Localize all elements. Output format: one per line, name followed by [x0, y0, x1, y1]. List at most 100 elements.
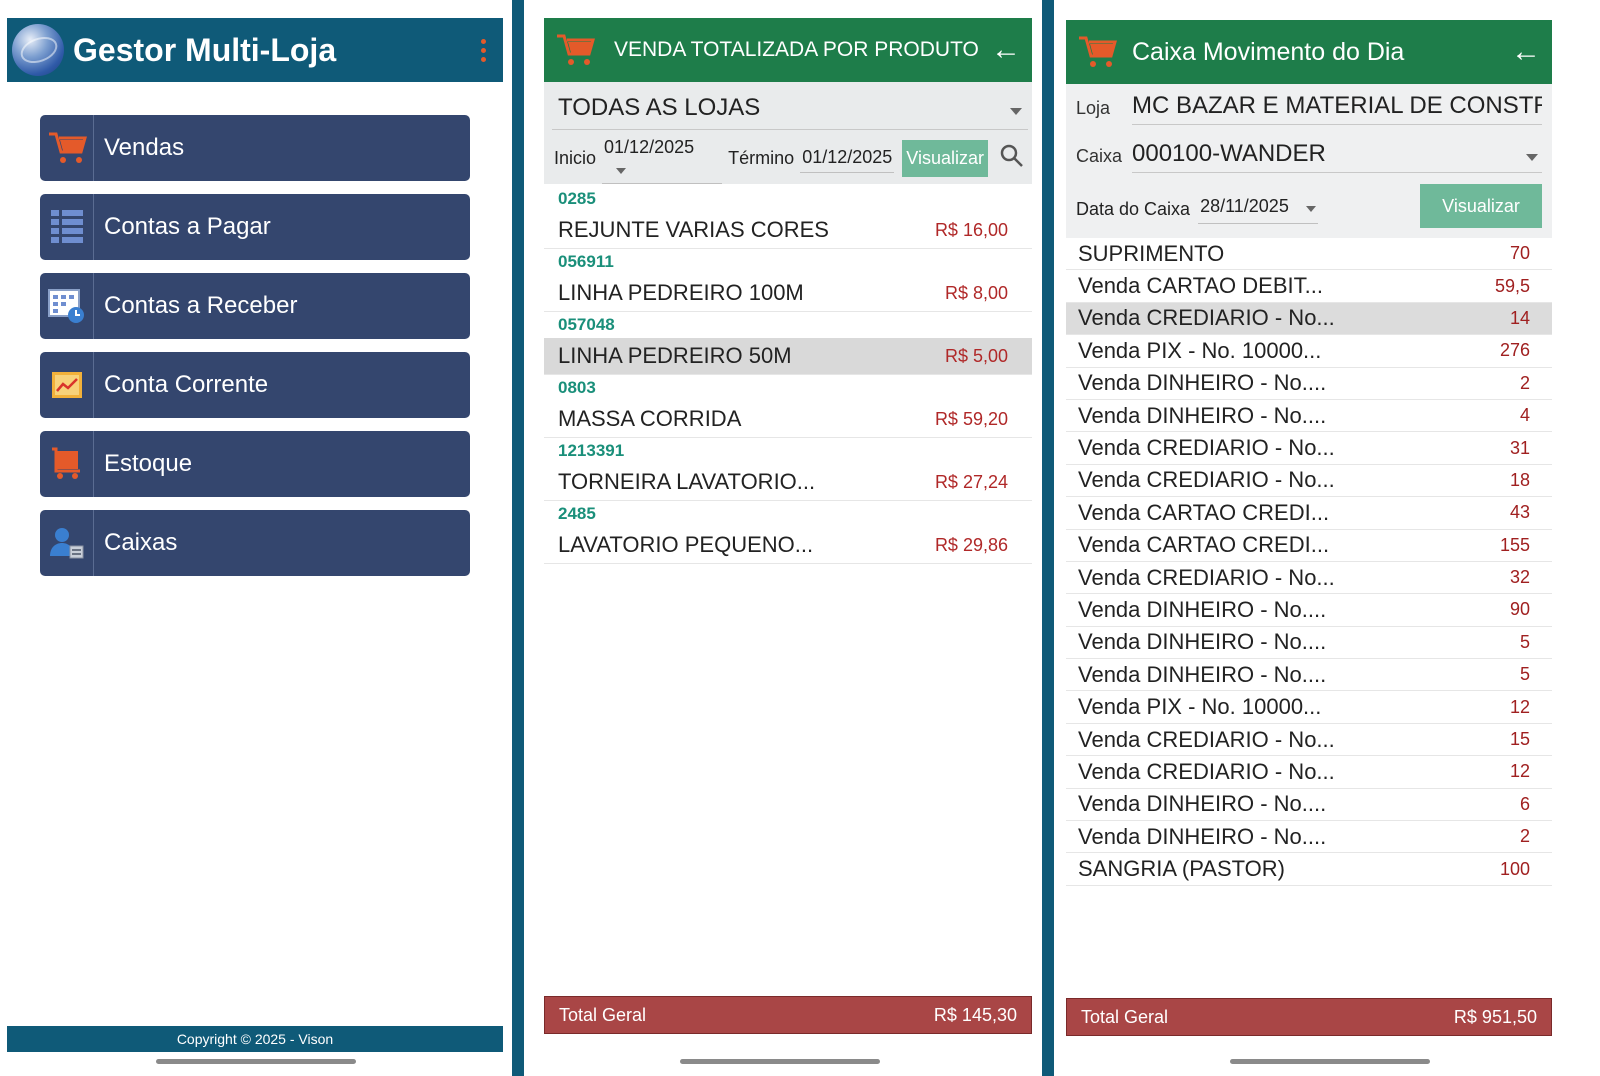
movement-row[interactable]: SANGRIA (PASTOR) 100 [1066, 853, 1552, 886]
more-menu-icon[interactable] [463, 38, 503, 62]
app-header: Gestor Multi-Loja [7, 18, 503, 82]
movement-row-selected[interactable]: Venda CREDIARIO - No... 14 [1066, 302, 1552, 336]
menu-button-contas-a-pagar[interactable]: Contas a Pagar [40, 194, 470, 260]
movement-name: Venda CARTAO DEBIT... [1078, 273, 1323, 299]
cashier-label: Caixa [1076, 146, 1123, 166]
product-row[interactable]: MASSA CORRIDA R$ 59,20 [544, 401, 1032, 438]
menu-button-caixas[interactable]: Caixas [40, 510, 470, 576]
date-field[interactable]: 28/11/2025 [1198, 194, 1318, 224]
menu-label: Vendas [104, 134, 185, 161]
movement-value: 43 [1509, 502, 1530, 523]
movement-value: 90 [1509, 599, 1530, 620]
movement-row[interactable]: Venda DINHEIRO - No.... 2 [1066, 821, 1552, 854]
menu-button-contas-a-receber[interactable]: Contas a Receber [40, 273, 470, 339]
total-value: R$ 951,50 [1453, 1006, 1537, 1027]
date-row: Data do Caixa 28/11/2025 [1076, 194, 1318, 224]
back-arrow-icon[interactable]: ← [991, 33, 1021, 66]
movement-row[interactable]: Venda CARTAO CREDI... 43 [1066, 497, 1552, 530]
movement-row[interactable]: Venda DINHEIRO - No.... 2 [1066, 368, 1552, 400]
cart-icon [544, 32, 606, 68]
end-label: Término [728, 147, 795, 168]
movement-value: 5 [1519, 631, 1530, 652]
movement-value: 15 [1509, 729, 1530, 750]
cashier-select[interactable]: 000100-WANDER [1132, 140, 1542, 173]
store-select-value: TODAS AS LOJAS [558, 94, 761, 121]
chevron-down-icon [616, 167, 627, 174]
movement-row[interactable]: Venda PIX - No. 10000... 12 [1066, 691, 1552, 724]
globe-logo-icon [7, 18, 69, 82]
product-row-selected[interactable]: LINHA PEDREIRO 50M R$ 5,00 [544, 338, 1032, 375]
movement-row[interactable]: Venda CREDIARIO - No... 32 [1066, 562, 1552, 595]
panel-divider [512, 0, 524, 1076]
movement-row[interactable]: Venda DINHEIRO - No.... 5 [1066, 627, 1552, 660]
product-name: LINHA PEDREIRO 100M [558, 280, 804, 305]
screen-title: VENDA TOTALIZADA POR PRODUTO [614, 38, 979, 61]
search-icon[interactable] [1000, 144, 1024, 173]
movement-name: SANGRIA (PASTOR) [1078, 856, 1286, 882]
product-row[interactable]: LAVATORIO PEQUENO... R$ 29,86 [544, 527, 1032, 564]
view-button[interactable]: Visualizar [902, 139, 988, 177]
screen-title: Caixa Movimento do Dia [1132, 37, 1405, 66]
calendar-clock-icon [40, 273, 94, 339]
movement-row[interactable]: Venda CARTAO CREDI... 155 [1066, 530, 1552, 562]
product-row[interactable]: LINHA PEDREIRO 100M R$ 8,00 [544, 275, 1032, 312]
movement-name: SUPRIMENTO [1078, 240, 1225, 266]
movement-row[interactable]: Venda DINHEIRO - No.... 4 [1066, 400, 1552, 433]
movement-name: Venda DINHEIRO - No.... [1078, 596, 1327, 622]
product-name: MASSA CORRIDA [558, 406, 742, 431]
movement-row[interactable]: Venda CREDIARIO - No... 15 [1066, 724, 1552, 757]
movement-value: 155 [1499, 534, 1530, 555]
main-menu-screen: Gestor Multi-Loja Vendas Contas a Pagar … [0, 0, 512, 1076]
menu-button-conta-corrente[interactable]: Conta Corrente [40, 352, 470, 418]
movement-row[interactable]: Venda CREDIARIO - No... 31 [1066, 432, 1552, 465]
chart-icon [40, 352, 94, 418]
view-button[interactable]: Visualizar [1420, 184, 1542, 228]
store-select[interactable]: TODAS AS LOJAS [552, 86, 1028, 130]
movement-name: Venda DINHEIRO - No.... [1078, 629, 1327, 655]
cashier-row: Caixa 000100-WANDER [1076, 140, 1542, 173]
back-arrow-icon[interactable]: ← [1511, 35, 1541, 68]
cart-icon [40, 115, 94, 181]
menu-button-estoque[interactable]: Estoque [40, 431, 470, 497]
store-select[interactable]: MC BAZAR E MATERIAL DE CONSTRU [1132, 92, 1542, 125]
start-date-field[interactable]: 01/12/2025 [602, 133, 723, 184]
product-price: R$ 8,00 [944, 282, 1008, 303]
movement-row[interactable]: Venda CREDIARIO - No... 12 [1066, 756, 1552, 789]
product-price: R$ 59,20 [934, 408, 1008, 429]
panel-divider [1036, 0, 1060, 1076]
movement-row[interactable]: Venda DINHEIRO - No.... 90 [1066, 594, 1552, 627]
total-bar: Total Geral R$ 951,50 [1066, 998, 1552, 1036]
home-indicator[interactable] [1230, 1059, 1430, 1064]
product-row[interactable]: TORNEIRA LAVATORIO... R$ 27,24 [544, 464, 1032, 501]
movement-name: Venda CREDIARIO - No... [1078, 726, 1335, 752]
movement-row[interactable]: Venda DINHEIRO - No.... 5 [1066, 659, 1552, 692]
product-row[interactable]: REJUNTE VARIAS CORES R$ 16,00 [544, 212, 1032, 249]
movement-row[interactable]: Venda PIX - No. 10000... 276 [1066, 335, 1552, 368]
movement-row[interactable]: SUPRIMENTO 70 [1066, 238, 1552, 271]
product-code: 2485 [558, 504, 596, 523]
filter-panel: TODAS AS LOJAS Inicio 01/12/2025 Término… [544, 82, 1032, 184]
movement-row[interactable]: Venda DINHEIRO - No.... 6 [1066, 789, 1552, 822]
movement-value: 2 [1519, 826, 1530, 847]
movement-value: 70 [1509, 243, 1530, 264]
cash-movement-screen: Caixa Movimento do Dia ← Loja MC BAZAR E… [1060, 0, 1600, 1076]
filter-panel: Loja MC BAZAR E MATERIAL DE CONSTRU Caix… [1066, 84, 1552, 238]
movement-name: Venda CREDIARIO - No... [1078, 305, 1335, 331]
menu-button-vendas[interactable]: Vendas [40, 115, 470, 181]
date-value: 28/11/2025 [1200, 196, 1289, 216]
movement-value: 12 [1509, 696, 1530, 717]
movement-row[interactable]: Venda CREDIARIO - No... 18 [1066, 465, 1552, 498]
product-price: R$ 29,86 [934, 534, 1008, 555]
home-indicator[interactable] [156, 1059, 356, 1064]
movement-name: Venda CREDIARIO - No... [1078, 435, 1335, 461]
date-label: Data do Caixa [1076, 198, 1191, 219]
menu-label: Caixas [104, 529, 178, 556]
start-date-value: 01/12/2025 [604, 136, 695, 157]
movement-value: 12 [1509, 761, 1530, 782]
home-indicator[interactable] [680, 1059, 880, 1064]
movement-row[interactable]: Venda CARTAO DEBIT... 59,5 [1066, 270, 1552, 303]
movement-value: 32 [1509, 567, 1530, 588]
product-name: REJUNTE VARIAS CORES [558, 217, 829, 242]
store-select-value: MC BAZAR E MATERIAL DE CONSTRU [1132, 92, 1542, 119]
end-date-field[interactable]: 01/12/2025 [800, 143, 895, 173]
